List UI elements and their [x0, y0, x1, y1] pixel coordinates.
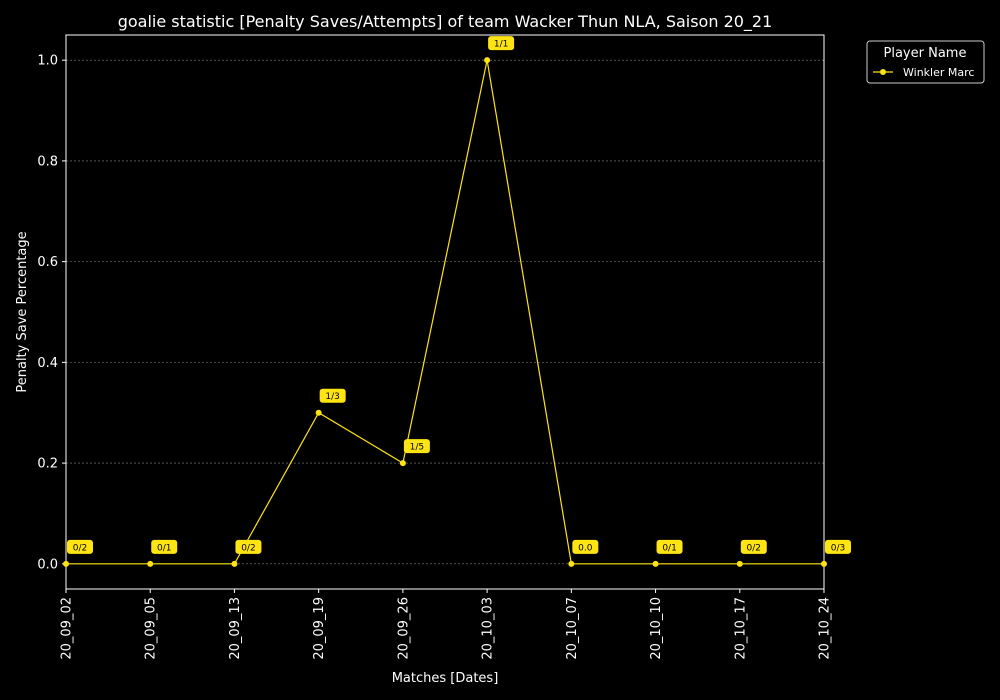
data-label-box	[740, 539, 767, 554]
data-label-box	[67, 539, 93, 554]
legend-entry-winkler-marc: Winkler Marc	[903, 66, 974, 79]
data-label: 0/2	[747, 543, 761, 553]
y-tick-label: 0.8	[37, 154, 58, 169]
x-axis-label: Matches [Dates]	[392, 671, 499, 686]
data-label: 1/3	[325, 392, 339, 402]
series-line	[66, 60, 824, 565]
data-label-box	[488, 36, 515, 51]
data-label: 0/2	[73, 543, 87, 553]
x-tick-label: 20_10_03	[481, 597, 496, 660]
legend-swatch-marker	[880, 69, 886, 75]
data-point	[821, 560, 827, 567]
y-axis: 0.0 0.2 0.4 0.6 0.8 1.0	[37, 54, 66, 572]
data-point	[484, 57, 491, 64]
data-label-box	[656, 539, 683, 554]
y-axis-label: Penalty Save Percentage	[15, 231, 30, 392]
y-tick-label: 0.6	[37, 255, 58, 270]
x-tick-label: 20_09_13	[228, 597, 243, 660]
data-point	[315, 409, 322, 416]
x-tick-label: 20_09_26	[396, 597, 411, 660]
data-point	[147, 560, 154, 567]
data-point	[231, 560, 238, 567]
y-tick-label: 0.4	[37, 356, 58, 371]
data-point	[63, 560, 69, 567]
data-label-box	[403, 439, 430, 454]
y-tick-label: 0.0	[37, 557, 58, 572]
x-tick-label: 20_10_10	[649, 597, 664, 660]
x-tick-label: 20_09_05	[144, 597, 159, 660]
legend-title: Player Name	[884, 46, 967, 61]
x-tick-label: 20_09_02	[60, 597, 75, 660]
data-label: 0/1	[157, 543, 171, 553]
legend: Player Name Winkler Marc	[866, 40, 985, 84]
data-point	[399, 460, 406, 467]
x-tick-label: 20_09_19	[312, 597, 327, 660]
data-point	[736, 560, 743, 567]
data-label-box	[151, 539, 178, 554]
x-tick-label: 20_10_17	[733, 597, 748, 660]
plot-frame	[65, 34, 825, 590]
x-axis: 20_09_02 20_09_05 20_09_13 20_09_19 20_09_26…	[60, 589, 833, 660]
data-label: 0/3	[831, 543, 845, 553]
data-label-box	[319, 388, 346, 403]
data-label: 1/1	[494, 40, 508, 50]
data-label-box	[825, 539, 851, 554]
x-tick-label: 20_10_24	[818, 597, 833, 660]
chart-title: goalie statistic [Penalty Saves/Attempts…	[118, 12, 773, 32]
data-label: 0/1	[662, 543, 676, 553]
grid-lines	[66, 59, 824, 565]
data-point	[568, 560, 575, 567]
data-label: 0/2	[241, 543, 255, 553]
data-label: 0.0	[578, 543, 593, 553]
x-tick-label: 20_10_07	[565, 597, 580, 660]
data-point	[652, 560, 659, 567]
data-label: 1/5	[410, 443, 424, 453]
legend-box	[866, 40, 985, 84]
series-group: 0/2 0/1 0/2 1/3 1/5 1/1 0.0 0/1 0/2 0/3	[63, 36, 851, 567]
data-label-box	[235, 539, 262, 554]
data-label-box	[572, 539, 599, 554]
y-tick-label: 1.0	[37, 54, 58, 69]
y-tick-label: 0.2	[37, 457, 58, 472]
